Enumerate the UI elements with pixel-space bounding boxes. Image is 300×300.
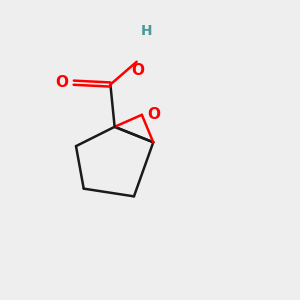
Text: O: O	[132, 63, 145, 78]
Text: H: H	[140, 24, 152, 38]
Text: O: O	[56, 75, 68, 90]
Text: O: O	[147, 107, 160, 122]
